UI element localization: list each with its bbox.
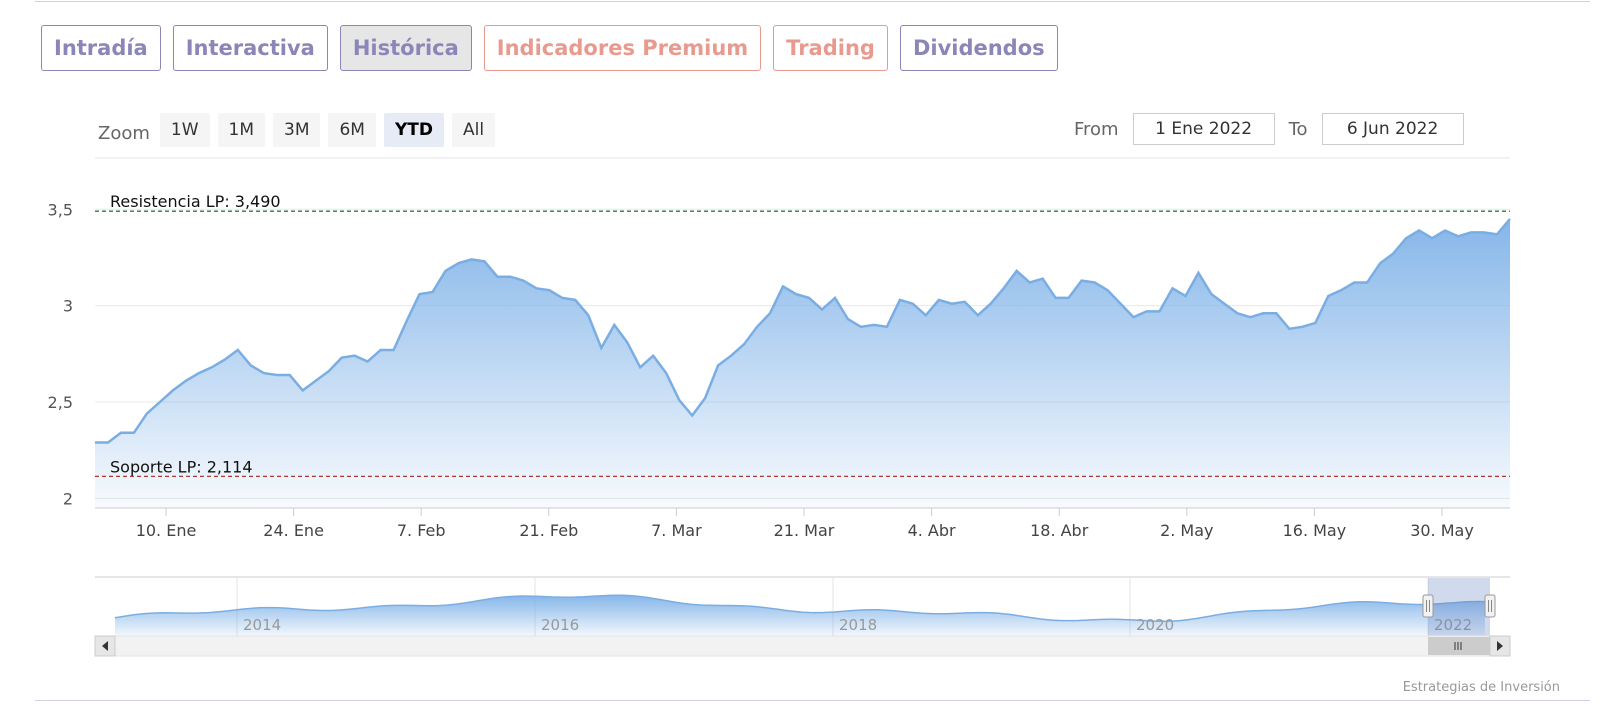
scrollbar-thumb[interactable] bbox=[1428, 637, 1490, 655]
y-tick-label: 3 bbox=[63, 297, 73, 316]
scrollbar-left-button[interactable] bbox=[94, 635, 116, 657]
zoom-button-ytd[interactable]: YTD bbox=[383, 113, 444, 147]
scroll-right-arrow-icon bbox=[1497, 641, 1503, 651]
navigator-area bbox=[115, 595, 1485, 636]
top-rule bbox=[35, 1, 1590, 2]
scroll-left-arrow-icon bbox=[102, 641, 108, 651]
zoom-button-6m[interactable]: 6M bbox=[328, 113, 376, 147]
x-tick-label: 30. May bbox=[1410, 521, 1474, 540]
from-label: From bbox=[1074, 118, 1119, 140]
resistance-label: Resistencia LP: 3,490 bbox=[110, 192, 281, 211]
navigator-year-label: 2016 bbox=[541, 616, 579, 634]
tab-3[interactable]: Indicadores Premium bbox=[483, 25, 762, 71]
grid-lines bbox=[95, 157, 1510, 509]
navigator-selection[interactable] bbox=[1428, 578, 1490, 656]
x-tick-label: 21. Mar bbox=[774, 521, 835, 540]
navigator-year-label: 2020 bbox=[1136, 616, 1174, 634]
to-date-input[interactable]: 6 Jun 2022 bbox=[1321, 113, 1464, 145]
tab-2[interactable]: Histórica bbox=[339, 25, 472, 71]
y-tick-label: 3,5 bbox=[48, 200, 73, 219]
bottom-rule bbox=[35, 700, 1590, 701]
x-tick-label: 21. Feb bbox=[519, 521, 578, 540]
navigator-handle-left[interactable] bbox=[1422, 594, 1434, 618]
date-range: From 1 Ene 2022 To 6 Jun 2022 bbox=[1074, 113, 1464, 145]
x-tick-label: 10. Ene bbox=[136, 521, 197, 540]
y-tick-label: 2,5 bbox=[48, 393, 73, 412]
y-axis-labels: 2 2,5 3 3,5 bbox=[48, 200, 73, 508]
navigator-year-label: 2014 bbox=[243, 616, 281, 634]
navigator[interactable]: 2014 2016 2018 2020 2022 bbox=[94, 576, 1511, 657]
level-annotations: Resistencia LP: 3,490 Soporte LP: 2,114 bbox=[95, 192, 1510, 478]
x-axis-labels: 10. Ene 24. Ene 7. Feb 21. Feb 7. Mar 21. Mar… bbox=[136, 508, 1474, 540]
zoom-button-all[interactable]: All bbox=[452, 113, 496, 147]
tab-1[interactable]: Interactiva bbox=[172, 25, 328, 71]
price-area bbox=[95, 218, 1510, 508]
y-tick-label: 2 bbox=[63, 489, 73, 508]
x-tick-label: 4. Abr bbox=[908, 521, 956, 540]
scrollbar-right-button[interactable] bbox=[1489, 635, 1511, 657]
navigator-year-label: 2022 bbox=[1434, 616, 1472, 634]
tab-5[interactable]: Dividendos bbox=[899, 25, 1058, 71]
x-tick-label: 18. Abr bbox=[1030, 521, 1089, 540]
scrollbar-track[interactable] bbox=[94, 635, 1511, 657]
zoom-button-1m[interactable]: 1M bbox=[217, 113, 265, 147]
to-label: To bbox=[1288, 118, 1308, 140]
x-tick-label: 7. Mar bbox=[651, 521, 702, 540]
zoom-label: Zoom bbox=[98, 122, 150, 144]
from-date-input[interactable]: 1 Ene 2022 bbox=[1132, 113, 1275, 145]
credit-text[interactable]: Estrategias de Inversión bbox=[1402, 680, 1560, 695]
x-tick-label: 2. May bbox=[1160, 521, 1213, 540]
navigator-line bbox=[114, 594, 1486, 623]
view-tabs: Intradía Interactiva Histórica Indicadores … bbox=[41, 25, 1058, 71]
zoom-button-1w[interactable]: 1W bbox=[159, 113, 210, 147]
price-line bbox=[95, 218, 1511, 444]
tab-0[interactable]: Intradía bbox=[41, 25, 161, 71]
x-tick-label: 7. Feb bbox=[397, 521, 446, 540]
zoom-controls: Zoom 1W 1M 3M 6M YTD All bbox=[98, 113, 496, 147]
zoom-button-3m[interactable]: 3M bbox=[273, 113, 321, 147]
navigator-year-label: 2018 bbox=[839, 616, 877, 634]
x-tick-label: 24. Ene bbox=[263, 521, 324, 540]
support-label: Soporte LP: 2,114 bbox=[110, 457, 253, 476]
zoom-button-group: 1W 1M 3M 6M YTD All bbox=[159, 113, 496, 147]
tab-4[interactable]: Trading bbox=[773, 25, 888, 71]
navigator-handle-right[interactable] bbox=[1484, 594, 1496, 618]
x-tick-label: 16. May bbox=[1283, 521, 1347, 540]
